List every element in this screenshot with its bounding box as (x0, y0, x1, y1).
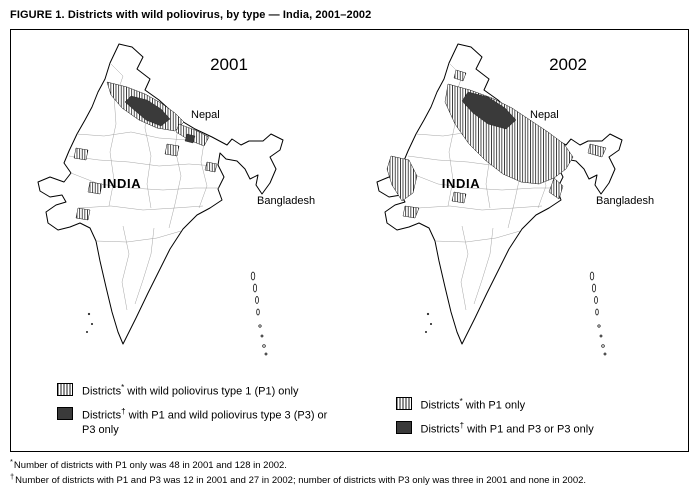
solid-swatch-icon (57, 406, 73, 420)
india-map-2002: 2002 Nepal INDIA Bangladesh (376, 43, 654, 356)
hatched-swatch-icon (395, 397, 412, 411)
solid-swatch-icon (395, 421, 412, 435)
legend-label-rest: with P1 and wild poliovirus type 3 (P3) … (82, 409, 328, 436)
footnote-marker: * (10, 457, 13, 466)
legend-label-prefix: Districts (82, 385, 122, 398)
solid-districts-p1-p3 (461, 91, 516, 130)
legend-label-marker: † (121, 406, 126, 416)
hatched-swatch-icon (57, 382, 73, 396)
nepal-label: Nepal (191, 109, 220, 121)
legend-label-rest: with P1 only (462, 399, 526, 412)
legend-item-p1-and-p3: Districts† with P1 and wild poliovirus t… (57, 406, 332, 437)
legend-label: Districts† with P1 and wild poliovirus t… (82, 407, 332, 437)
legend-label-prefix: Districts (420, 399, 460, 412)
district-boundaries (68, 62, 219, 311)
andaman-nicobar-islands (589, 271, 606, 356)
india-label: INDIA (103, 176, 141, 191)
lakshadweep-islands (86, 312, 94, 333)
year-label-2002: 2002 (549, 55, 587, 74)
legend-label-marker: * (121, 382, 125, 392)
legend-label: Districts† with P1 and P3 or P3 only (421, 421, 594, 437)
legend-label-rest: with wild poliovirus type 1 (P1) only (124, 385, 299, 398)
india-outline (376, 43, 622, 345)
map-panel-2002: 2002 Nepal INDIA Bangladesh (350, 30, 689, 451)
footnote-text: Number of districts with P1 and P3 was 1… (15, 474, 587, 486)
solid-districts-p1-p3 (124, 95, 196, 144)
india-label: INDIA (441, 176, 479, 191)
legend-label-marker: † (459, 421, 465, 431)
nepal-label: Nepal (530, 109, 559, 121)
bangladesh-label: Bangladesh (257, 195, 315, 207)
india-map-2001: 2001 Nepal INDIA Bangladesh (37, 43, 315, 356)
footnote-p1-only: *Number of districts with P1 only was 48… (10, 457, 695, 472)
legend-label-prefix: Districts (420, 423, 460, 436)
footnote-text: Number of districts with P1 only was 48 … (13, 460, 287, 472)
lakshadweep-islands (424, 312, 432, 333)
legend-2002: Districts* with P1 only Districts† with … (395, 397, 594, 437)
legend-label: Districts* with P1 only (421, 397, 526, 413)
map-panel-2001: 2001 Nepal INDIA Bangladesh (11, 30, 350, 451)
footnote-p1-p3: †Number of districts with P1 and P3 was … (10, 472, 695, 487)
legend-item-p1-only: Districts* with P1 only (395, 397, 594, 413)
legend-item-p1-and-p3: Districts† with P1 and P3 or P3 only (395, 421, 594, 437)
india-outline (37, 43, 284, 345)
legend-2001: Districts* with wild poliovirus type 1 (… (57, 382, 332, 437)
legend-label: Districts* with wild poliovirus type 1 (… (82, 383, 298, 399)
bangladesh-label: Bangladesh (596, 195, 654, 207)
legend-label-marker: * (459, 397, 463, 407)
footnote-marker: † (10, 471, 15, 481)
figure-border-box: 2001 Nepal INDIA Bangladesh (10, 29, 689, 452)
year-label-2001: 2001 (210, 55, 248, 74)
figure-title: FIGURE 1. Districts with wild poliovirus… (10, 9, 372, 21)
legend-label-prefix: Districts (82, 409, 122, 422)
legend-label-rest: with P1 and P3 or P3 only (464, 423, 594, 436)
legend-item-p1-only: Districts* with wild poliovirus type 1 (… (57, 382, 332, 399)
andaman-nicobar-islands (250, 271, 268, 356)
footnotes: *Number of districts with P1 only was 48… (10, 457, 695, 486)
